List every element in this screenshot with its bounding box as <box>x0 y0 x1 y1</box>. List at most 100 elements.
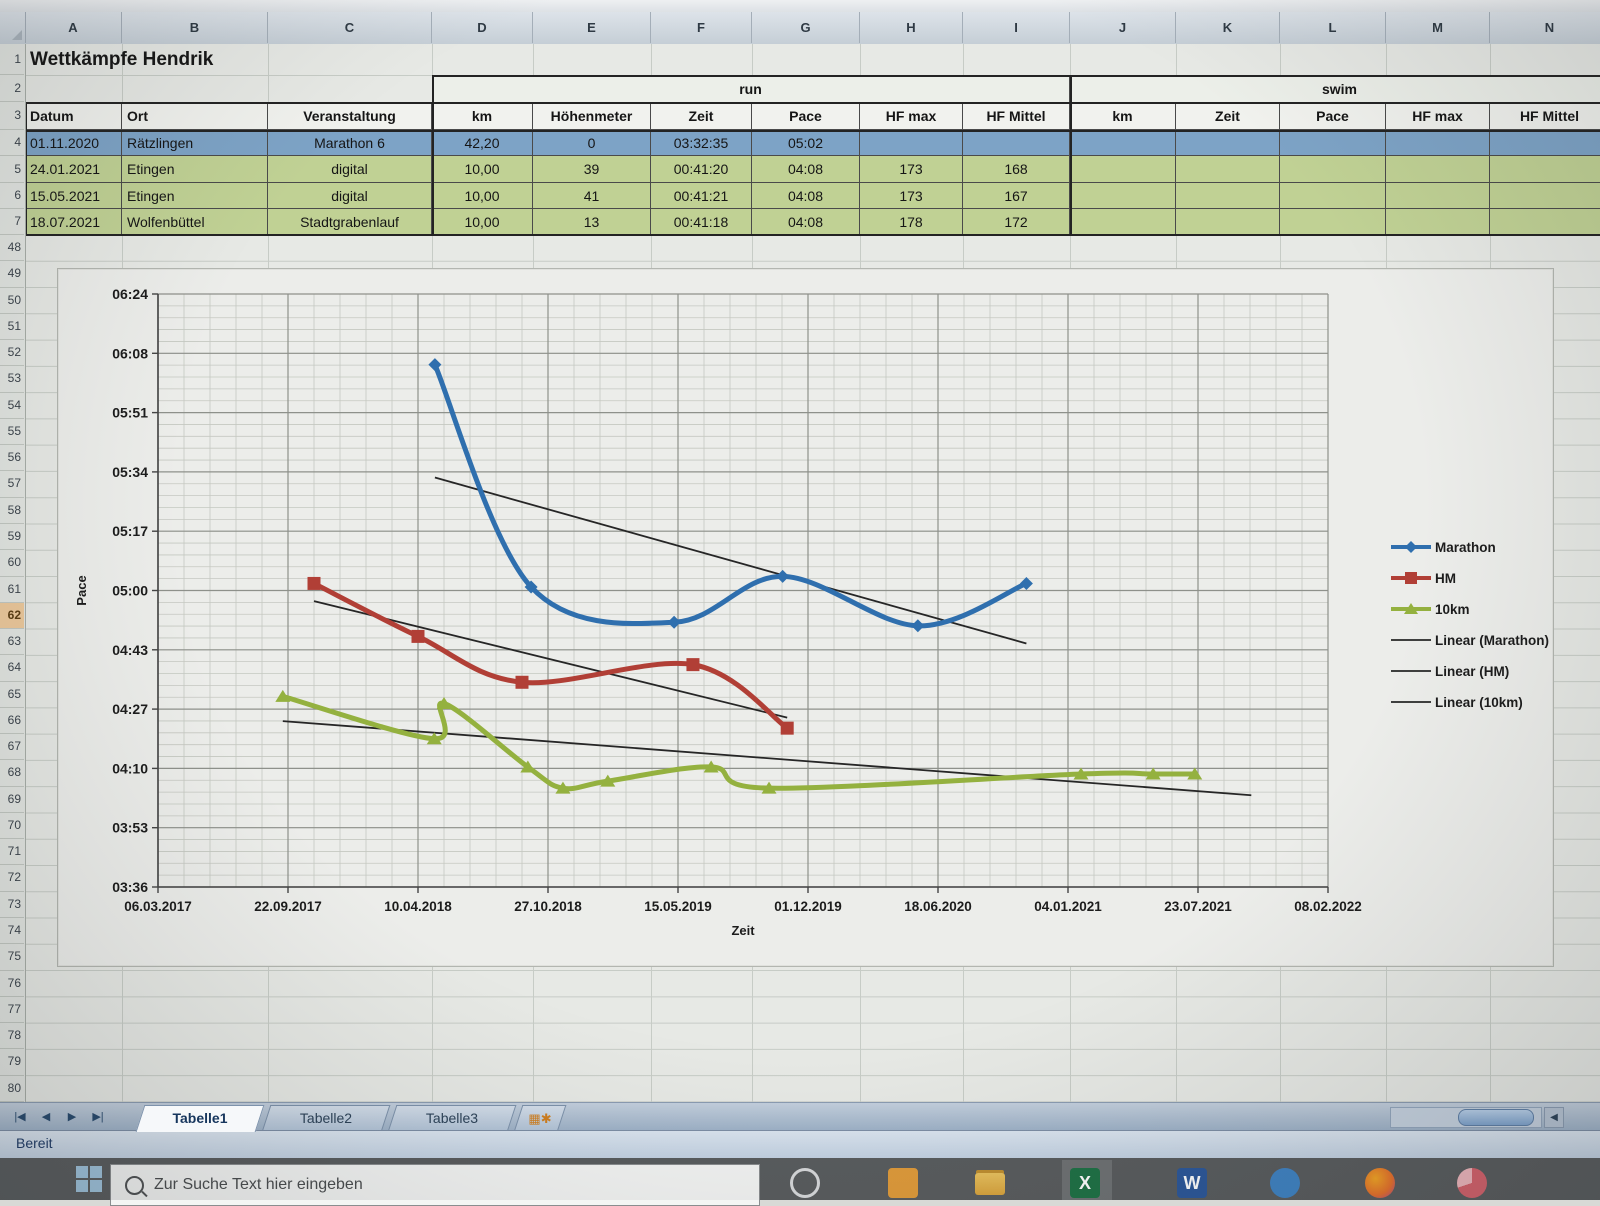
table-column-header[interactable]: Pace <box>752 102 860 130</box>
cell[interactable]: 10,00 <box>432 209 533 235</box>
insert-sheet-tab[interactable]: ▦✱ <box>513 1105 567 1132</box>
excel-icon[interactable]: X <box>1070 1168 1100 1198</box>
sheet-tab-tabelle3[interactable]: Tabelle3 <box>387 1105 517 1132</box>
cell[interactable]: Etingen <box>122 183 268 209</box>
tab-scrollbar-thumb[interactable] <box>1458 1109 1534 1126</box>
cell[interactable] <box>1386 183 1490 209</box>
column-header[interactable]: B <box>122 12 268 43</box>
row-header[interactable]: 62 <box>0 602 24 630</box>
cell[interactable]: 42,20 <box>432 130 533 156</box>
row-header[interactable]: 68 <box>0 760 24 787</box>
cell[interactable] <box>1280 183 1386 209</box>
row-header[interactable]: 6 <box>0 183 24 209</box>
cortana-icon[interactable] <box>790 1168 820 1198</box>
column-header[interactable]: N <box>1490 12 1600 43</box>
column-header[interactable]: I <box>963 12 1070 43</box>
group-header-run[interactable]: run <box>432 75 1070 102</box>
cell[interactable]: 03:32:35 <box>651 130 752 156</box>
cell[interactable] <box>1386 156 1490 183</box>
cell[interactable]: 178 <box>860 209 963 235</box>
select-all-corner[interactable] <box>0 12 26 43</box>
cell[interactable]: 10,00 <box>432 183 533 209</box>
word-icon[interactable]: W <box>1177 1168 1207 1198</box>
cell[interactable] <box>1070 156 1176 183</box>
cell[interactable] <box>1176 156 1280 183</box>
cell[interactable] <box>1070 183 1176 209</box>
table-column-header[interactable]: Zeit <box>1176 102 1280 130</box>
row-header[interactable]: 67 <box>0 734 24 761</box>
cell[interactable]: 0 <box>533 130 651 156</box>
cell[interactable] <box>1490 130 1600 156</box>
column-header[interactable]: D <box>432 12 533 43</box>
media-icon[interactable] <box>1457 1168 1487 1198</box>
row-header[interactable]: 75 <box>0 944 24 971</box>
cell[interactable] <box>1070 209 1176 235</box>
spreadsheet-area[interactable]: run swim Datum Ort Veranstaltung km Höhenmeter… <box>0 44 1600 1102</box>
row-header[interactable]: 70 <box>0 813 24 840</box>
cell[interactable]: Etingen <box>122 156 268 183</box>
cell[interactable]: 173 <box>860 183 963 209</box>
cell[interactable]: 167 <box>963 183 1070 209</box>
row-header[interactable]: 4 <box>0 130 24 156</box>
cell[interactable] <box>1176 183 1280 209</box>
row-header[interactable]: 74 <box>0 918 24 945</box>
cell[interactable] <box>963 130 1070 156</box>
row-header[interactable]: 71 <box>0 839 24 866</box>
row-header[interactable]: 51 <box>0 314 24 341</box>
cell[interactable] <box>1280 130 1386 156</box>
cell[interactable] <box>1176 209 1280 235</box>
cell[interactable]: 04:08 <box>752 156 860 183</box>
cell[interactable]: 172 <box>963 209 1070 235</box>
column-header[interactable]: H <box>860 12 963 43</box>
taskbar-search-input[interactable]: Zur Suche Text hier eingeben <box>110 1164 760 1206</box>
row-header[interactable]: 79 <box>0 1049 24 1076</box>
row-header[interactable]: 61 <box>0 577 24 603</box>
tab-nav-button[interactable]: |◀ <box>14 1111 26 1123</box>
cell[interactable]: 05:02 <box>752 130 860 156</box>
row-header[interactable]: 1 <box>0 44 24 75</box>
file-explorer-icon[interactable] <box>975 1173 1005 1195</box>
row-header[interactable]: 56 <box>0 445 24 472</box>
table-column-header[interactable]: Pace <box>1280 102 1386 130</box>
cell[interactable]: 15.05.2021 <box>25 183 122 209</box>
cell[interactable]: 00:41:21 <box>651 183 752 209</box>
row-header[interactable]: 65 <box>0 682 24 708</box>
cell[interactable]: 04:08 <box>752 183 860 209</box>
cell[interactable]: 13 <box>533 209 651 235</box>
start-button[interactable] <box>76 1166 104 1194</box>
row-header[interactable]: 80 <box>0 1076 24 1102</box>
column-header[interactable]: C <box>268 12 432 43</box>
cell[interactable]: 168 <box>963 156 1070 183</box>
row-header[interactable]: 60 <box>0 550 24 577</box>
cell[interactable] <box>1280 156 1386 183</box>
column-header[interactable]: G <box>752 12 860 43</box>
cell[interactable] <box>1070 130 1176 156</box>
row-header[interactable]: 77 <box>0 997 24 1024</box>
column-header[interactable]: F <box>651 12 752 43</box>
table-column-header[interactable]: HF Mittel <box>1490 102 1600 130</box>
row-header[interactable]: 69 <box>0 787 24 813</box>
cell[interactable] <box>1490 156 1600 183</box>
cell[interactable] <box>1176 130 1280 156</box>
cell[interactable]: digital <box>268 156 432 183</box>
cell[interactable]: 173 <box>860 156 963 183</box>
row-header[interactable]: 52 <box>0 340 24 367</box>
cell[interactable] <box>1386 209 1490 235</box>
row-header[interactable]: 59 <box>0 524 24 551</box>
row-header[interactable]: 55 <box>0 419 24 446</box>
table-column-header[interactable]: HF max <box>860 102 963 130</box>
cell[interactable]: Marathon 6 <box>268 130 432 156</box>
cell[interactable]: 39 <box>533 156 651 183</box>
table-column-header[interactable]: HF max <box>1386 102 1490 130</box>
row-header[interactable]: 5 <box>0 156 24 183</box>
cell[interactable]: 41 <box>533 183 651 209</box>
row-header[interactable]: 50 <box>0 288 24 314</box>
cell[interactable]: 04:08 <box>752 209 860 235</box>
cell[interactable] <box>1386 130 1490 156</box>
edge-icon[interactable] <box>1270 1168 1300 1198</box>
row-header[interactable]: 73 <box>0 892 24 919</box>
column-header[interactable]: L <box>1280 12 1386 43</box>
row-header[interactable]: 66 <box>0 708 24 735</box>
cell[interactable]: Rätzlingen <box>122 130 268 156</box>
tab-nav-button[interactable]: ▶ <box>67 1111 77 1123</box>
